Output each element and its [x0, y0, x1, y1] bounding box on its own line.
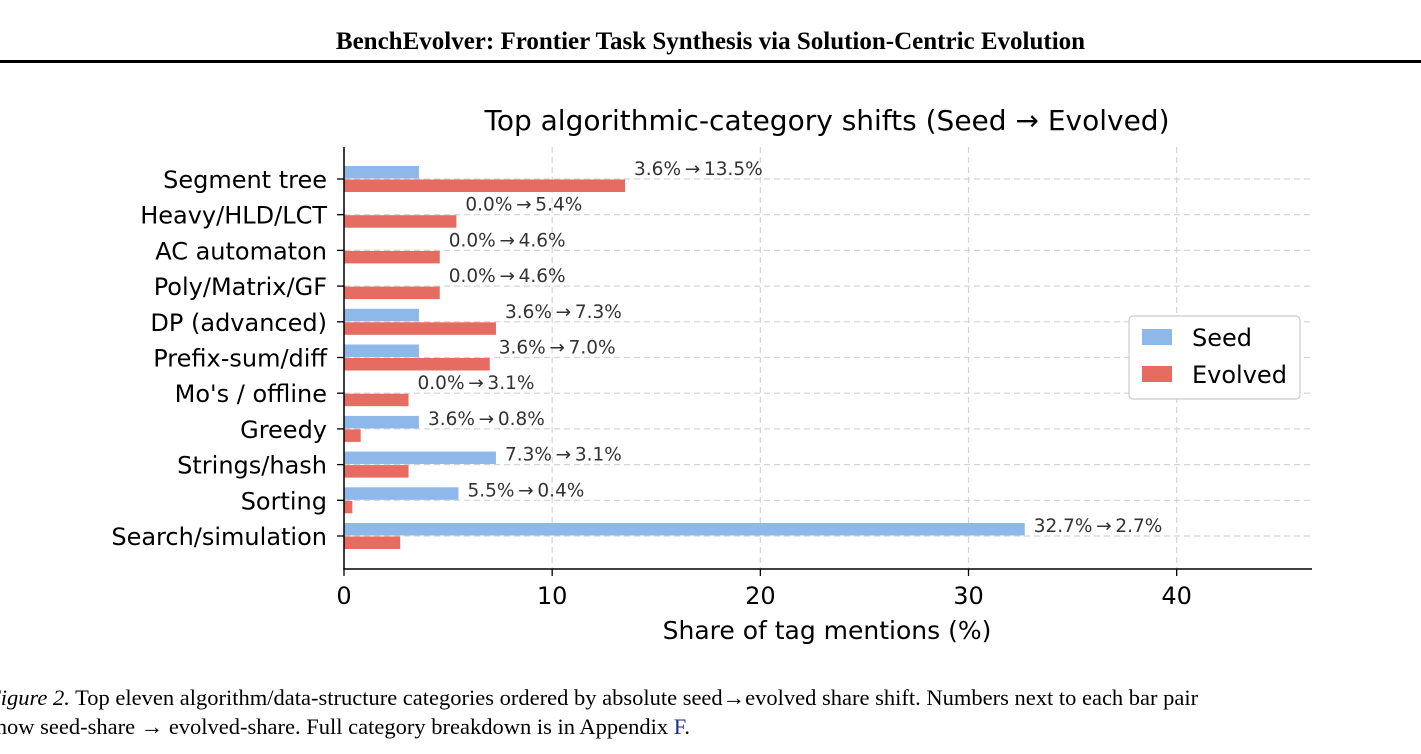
bar-seed	[344, 487, 459, 500]
y-tick-label: Segment tree	[163, 166, 327, 194]
legend-label-evolved: Evolved	[1192, 361, 1287, 389]
bar-evolved	[344, 179, 626, 192]
bar-seed	[344, 451, 496, 465]
y-tick-label: Greedy	[240, 416, 327, 444]
bar-seed	[344, 415, 419, 429]
x-tick-label: 30	[953, 582, 984, 610]
bar-annotation: 3.6% → 0.8%	[428, 409, 545, 430]
caption-line-1: Top eleven algorithm/data-structure cate…	[75, 685, 1199, 710]
bar-annotation: 0.0% → 4.6%	[449, 230, 566, 251]
bar-seed	[344, 166, 419, 179]
bar-chart: Top algorithmic-category shifts (Seed → …	[111, 104, 1312, 645]
y-ticks: Segment tree Heavy/HLD/LCT AC automaton Pol…	[111, 166, 344, 551]
y-tick-label: Sorting	[241, 487, 327, 515]
x-tick-label: 40	[1161, 582, 1192, 610]
x-ticks: 0 10 20 30 40	[336, 569, 1192, 610]
running-header-title: BenchEvolver: Frontier Task Synthesis vi…	[335, 28, 1086, 55]
figure-caption: Figure 2. Top eleven algorithm/data-stru…	[0, 683, 1421, 741]
x-tick-label: 0	[336, 582, 351, 610]
chart-title: Top algorithmic-category shifts (Seed → …	[483, 104, 1169, 137]
y-tick-label: Search/simulation	[111, 523, 327, 551]
bar-seed	[344, 308, 419, 322]
y-tick-label: Mo's / offline	[175, 380, 327, 408]
caption-line-2: show seed-share → evolved-share. Full ca…	[0, 714, 674, 739]
bar-annotation: 7.3% → 3.1%	[505, 445, 622, 466]
legend-label-seed: Seed	[1192, 324, 1252, 352]
bar-evolved	[344, 429, 361, 442]
bar-annotation: 3.6% → 7.3%	[505, 302, 622, 323]
legend-swatch-seed	[1142, 329, 1172, 345]
bar-annotation: 0.0% → 5.4%	[465, 195, 582, 216]
bar-annotation: 0.0% → 3.1%	[418, 373, 535, 394]
bar-evolved	[344, 286, 440, 300]
bar-seed	[344, 344, 419, 357]
bar-evolved	[344, 250, 440, 264]
y-tick-label: AC automaton	[155, 237, 327, 265]
bar-annotation: 3.6% → 7.0%	[499, 338, 616, 359]
bar-evolved	[344, 500, 353, 514]
bar-annotation: 5.5% → 0.4%	[467, 480, 584, 501]
bar-annotations: 3.6% → 13.5% 0.0% → 5.4% 0.0% → 4.6% 0.0% →…	[418, 159, 1163, 537]
appendix-link[interactable]: F	[673, 714, 685, 739]
bar-evolved	[344, 536, 401, 549]
y-tick-label: Heavy/HLD/LCT	[140, 202, 327, 230]
grid-lines	[343, 147, 1312, 569]
bar-evolved	[344, 322, 496, 335]
caption-figure-label: Figure 2.	[0, 685, 70, 710]
bars	[344, 166, 1025, 549]
bar-annotation: 0.0% → 4.6%	[449, 266, 566, 287]
bar-evolved	[344, 465, 409, 478]
bar-annotation: 3.6% → 13.5%	[634, 159, 763, 180]
legend-swatch-evolved	[1142, 366, 1172, 382]
bar-annotation: 32.7% → 2.7%	[1034, 516, 1163, 537]
legend: Seed Evolved	[1128, 315, 1301, 400]
y-tick-label: Prefix-sum/diff	[153, 345, 327, 373]
bar-evolved	[344, 215, 457, 228]
header-rule	[0, 60, 1421, 63]
x-tick-label: 10	[537, 582, 568, 610]
caption-end: .	[684, 714, 691, 739]
x-axis-label: Share of tag mentions (%)	[663, 616, 992, 645]
x-tick-label: 20	[745, 582, 776, 610]
y-tick-label: Poly/Matrix/GF	[154, 273, 327, 301]
bar-seed	[344, 523, 1025, 536]
bar-evolved	[344, 393, 409, 407]
y-tick-label: Strings/hash	[177, 452, 327, 480]
bar-evolved	[344, 358, 490, 371]
y-tick-label: DP (advanced)	[150, 309, 327, 337]
